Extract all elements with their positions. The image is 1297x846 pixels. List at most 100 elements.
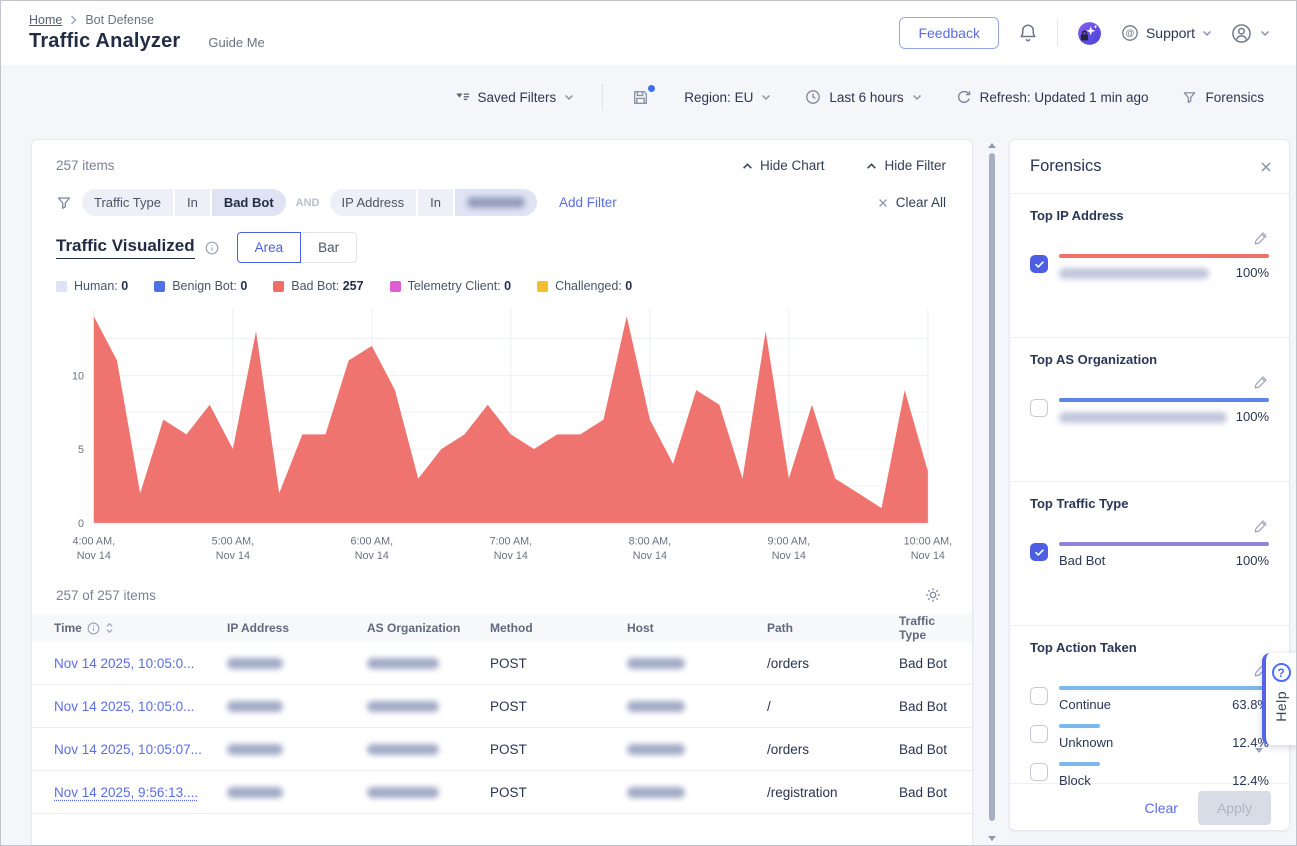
table-row[interactable]: Nov 14 2025, 10:05:0... POST/ordersBad Bo…: [32, 642, 972, 685]
legend-item[interactable]: Telemetry Client: 0: [390, 279, 512, 293]
forensics-section: Top AS Organization 100%: [1010, 338, 1289, 482]
table-settings-gear-icon[interactable]: [924, 586, 942, 604]
column-header[interactable]: Traffic Type: [899, 614, 960, 642]
column-header[interactable]: AS Organization: [367, 621, 490, 635]
cell-ip-address: [227, 742, 367, 757]
forensics-close-icon[interactable]: [1259, 160, 1273, 174]
hide-filter-toggle[interactable]: Hide Filter: [866, 158, 946, 173]
column-header-time[interactable]: Time: [54, 621, 227, 635]
hide-chart-toggle[interactable]: Hide Chart: [742, 158, 825, 173]
cell-method: POST: [490, 656, 627, 671]
forensics-clear-button[interactable]: Clear: [1145, 800, 1178, 816]
item-label: Block: [1059, 773, 1091, 788]
save-icon: [631, 88, 650, 107]
redacted-text: [227, 658, 283, 669]
support-menu[interactable]: @ Support: [1121, 24, 1212, 42]
forensics-toggle[interactable]: Forensics: [1182, 90, 1264, 105]
svg-text:0: 0: [78, 518, 84, 530]
redacted-text: [467, 197, 525, 208]
panel-scroll-caret-icon[interactable]: [1255, 748, 1263, 753]
forensics-section: Top IP Address 100%: [1010, 194, 1289, 338]
svg-text:8:00 AM,: 8:00 AM,: [629, 535, 672, 547]
account-menu[interactable]: [1230, 22, 1270, 45]
legend-item[interactable]: Challenged: 0: [537, 279, 632, 293]
time-link[interactable]: Nov 14 2025, 10:05:0...: [54, 699, 227, 714]
checkbox[interactable]: [1030, 543, 1048, 561]
table-row[interactable]: Nov 14 2025, 9:56:13....POST/registratio…: [32, 771, 972, 814]
legend-item[interactable]: Human: 0: [56, 279, 128, 293]
add-filter-button[interactable]: Add Filter: [559, 195, 617, 210]
cell-path: /orders: [767, 656, 899, 671]
column-header[interactable]: IP Address: [227, 621, 367, 635]
funnel-icon: [1182, 90, 1197, 105]
cell-host: [627, 742, 767, 757]
svg-text:Nov 14: Nov 14: [494, 550, 528, 562]
chart-title[interactable]: Traffic Visualized: [56, 236, 195, 259]
toggle-bar-button[interactable]: Bar: [300, 232, 357, 263]
cell-method: POST: [490, 785, 627, 800]
checkbox[interactable]: [1030, 725, 1048, 743]
saved-filters-menu[interactable]: Saved Filters: [455, 90, 575, 105]
region-selector[interactable]: Region: EU: [684, 90, 771, 105]
time-link[interactable]: Nov 14 2025, 10:05:07...: [54, 742, 227, 757]
legend-item[interactable]: Benign Bot: 0: [154, 279, 247, 293]
vertical-scrollbar[interactable]: [988, 141, 996, 841]
edit-pencil-icon[interactable]: [1253, 374, 1269, 390]
traffic-panel: 257 items Hide Chart Hide Filter: [31, 139, 973, 846]
edit-pencil-icon[interactable]: [1253, 518, 1269, 534]
cell-traffic-type: Bad Bot: [899, 656, 960, 671]
column-header[interactable]: Method: [490, 621, 627, 635]
refresh-button[interactable]: Refresh: Updated 1 min ago: [956, 89, 1149, 105]
toggle-area-button[interactable]: Area: [237, 232, 302, 263]
clear-all-button[interactable]: Clear All: [877, 195, 946, 210]
chevron-up-icon: [866, 162, 877, 170]
save-filter-button[interactable]: [631, 88, 650, 107]
time-link[interactable]: Nov 14 2025, 10:05:0...: [54, 656, 227, 671]
app-header: Home Bot Defense Traffic Analyzer Guide …: [1, 1, 1296, 65]
checkbox[interactable]: [1030, 399, 1048, 417]
column-header[interactable]: Path: [767, 621, 899, 635]
redacted-text: [627, 658, 685, 669]
forensics-item: Unknown12.4%: [1030, 724, 1269, 750]
forensics-apply-button[interactable]: Apply: [1198, 791, 1271, 825]
forensics-toggle-label: Forensics: [1205, 90, 1264, 105]
table-row[interactable]: Nov 14 2025, 10:05:0...POST/Bad Bot: [32, 685, 972, 728]
help-label: Help: [1273, 691, 1289, 722]
feedback-button[interactable]: Feedback: [899, 17, 998, 49]
scrollbar-thumb[interactable]: [989, 153, 995, 821]
sort-icon[interactable]: [105, 622, 114, 634]
help-tab[interactable]: ? Help: [1262, 653, 1296, 745]
distribution-bar: [1059, 398, 1269, 402]
svg-text:10: 10: [72, 370, 84, 382]
svg-text:4:00 AM,: 4:00 AM,: [73, 535, 116, 547]
svg-text:Nov 14: Nov 14: [216, 550, 250, 562]
checkbox[interactable]: [1030, 687, 1048, 705]
notifications-bell-icon[interactable]: [1017, 22, 1039, 44]
breadcrumb-home-link[interactable]: Home: [29, 13, 62, 27]
info-icon[interactable]: [205, 241, 219, 255]
filter-chip[interactable]: IP AddressIn: [330, 189, 537, 216]
scroll-up-arrow-icon[interactable]: [988, 143, 996, 148]
checkbox[interactable]: [1030, 763, 1048, 781]
forensics-item: Continue63.8%: [1030, 686, 1269, 712]
info-icon[interactable]: [87, 622, 100, 635]
redacted-text: [227, 787, 283, 798]
guide-me-link[interactable]: Guide Me: [208, 35, 264, 50]
checkbox[interactable]: [1030, 255, 1048, 273]
breadcrumb: Home Bot Defense: [29, 13, 265, 27]
ai-assistant-icon[interactable]: [1076, 20, 1103, 47]
column-header[interactable]: Host: [627, 621, 767, 635]
legend-item[interactable]: Bad Bot: 257: [273, 279, 363, 293]
filter-chip[interactable]: Traffic TypeInBad Bot: [82, 189, 286, 216]
time-range-selector[interactable]: Last 6 hours: [805, 89, 921, 105]
forensics-item: 100%: [1030, 254, 1269, 280]
svg-text:7:00 AM,: 7:00 AM,: [490, 535, 533, 547]
forensics-section: Top Action Taken Continue63.8% Unknown12…: [1010, 626, 1289, 783]
cell-path: /: [767, 699, 899, 714]
time-link[interactable]: Nov 14 2025, 9:56:13....: [54, 785, 227, 800]
item-percent: 100%: [1236, 553, 1269, 568]
clear-all-label: Clear All: [896, 195, 946, 210]
table-row[interactable]: Nov 14 2025, 10:05:07...POST/ordersBad B…: [32, 728, 972, 771]
scroll-down-arrow-icon[interactable]: [988, 836, 996, 841]
edit-pencil-icon[interactable]: [1253, 230, 1269, 246]
